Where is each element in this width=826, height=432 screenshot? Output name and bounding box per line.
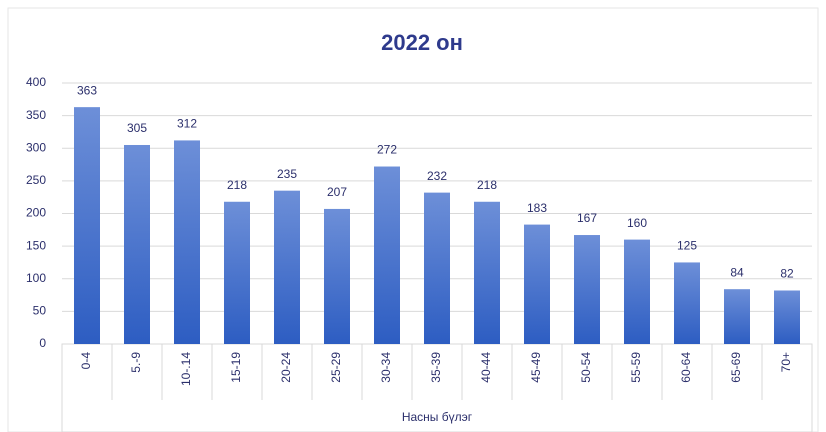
data-label: 305 [127, 121, 147, 135]
data-label: 160 [627, 216, 647, 230]
data-label: 84 [730, 265, 744, 279]
y-tick-label: 150 [26, 238, 46, 252]
bar [574, 235, 600, 344]
y-tick-label: 100 [26, 271, 46, 285]
bar [274, 190, 300, 344]
data-label: 207 [327, 185, 347, 199]
bar [524, 224, 550, 344]
data-label: 167 [577, 211, 597, 225]
y-tick-label: 0 [39, 336, 46, 350]
bar [224, 201, 250, 344]
y-tick-label: 400 [26, 75, 46, 89]
chart-title: 2022 он [381, 30, 463, 55]
x-tick-label: 30-34 [379, 352, 393, 383]
x-tick-label: 25-29 [329, 352, 343, 383]
x-tick-label: 40-44 [479, 352, 493, 383]
data-label: 312 [177, 117, 197, 131]
x-tick-label: 55-59 [629, 352, 643, 383]
bar [324, 208, 350, 344]
y-tick-label: 300 [26, 140, 46, 154]
y-tick-label: 200 [26, 206, 46, 220]
x-axis-label: Насны бүлэг [402, 410, 473, 424]
x-tick-label: 35-39 [429, 352, 443, 383]
bar [674, 262, 700, 344]
data-label: 235 [277, 167, 297, 181]
bar [624, 239, 650, 344]
x-tick-label: 10-.14 [179, 352, 193, 386]
x-tick-label: 50-54 [579, 352, 593, 383]
data-label: 232 [427, 169, 447, 183]
bar [474, 201, 500, 344]
bar [124, 144, 150, 344]
data-label: 218 [227, 178, 247, 192]
x-tick-label: 45-49 [529, 352, 543, 383]
chart-frame [7, 7, 819, 432]
y-tick-label: 350 [26, 108, 46, 122]
bar [174, 140, 200, 344]
data-label: 272 [377, 143, 397, 157]
bar [724, 289, 750, 344]
x-tick-label: 20-24 [279, 352, 293, 383]
bar [424, 192, 450, 344]
x-tick-label: 5.-9 [129, 352, 143, 373]
data-label: 125 [677, 239, 697, 253]
x-tick-label: 70+ [779, 352, 793, 372]
data-label: 363 [77, 83, 97, 97]
data-label: 82 [780, 267, 794, 281]
bar [774, 290, 800, 344]
y-tick-label: 50 [33, 304, 47, 318]
bar [374, 166, 400, 344]
bar [74, 107, 100, 344]
x-tick-label: 65-69 [729, 352, 743, 383]
x-tick-label: 0-4 [79, 352, 93, 370]
x-tick-label: 15-19 [229, 352, 243, 383]
y-tick-label: 250 [26, 173, 46, 187]
data-label: 183 [527, 201, 547, 215]
x-tick-label: 60-64 [679, 352, 693, 383]
data-label: 218 [477, 178, 497, 192]
